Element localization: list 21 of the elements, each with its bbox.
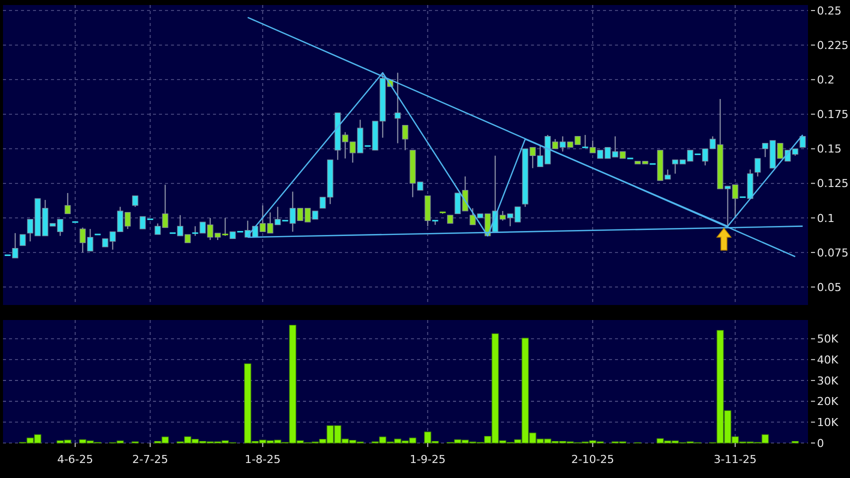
y-tick-label: 0.125 [817,177,848,190]
y-tick-label: 0.25 [817,4,842,18]
x-tick-label: 2-10-25 [571,453,614,466]
y-tick-label: 30K [817,374,839,388]
y-tick-label: 0.225 [817,38,848,52]
y-tick-label: 10K [817,416,839,430]
x-tick-label: 1-8-25 [244,453,281,466]
x-tick-label: 3-11-25 [714,453,757,466]
y-tick-label: 0.05 [817,280,842,294]
y-tick-label: 50K [817,332,839,346]
y-tick-label: 20K [817,395,839,408]
y-tick-label: 0.075 [817,246,848,260]
x-tick-label: 4-6-25 [57,453,94,466]
y-tick-label: 40K [817,353,839,366]
y-tick-label: 0.2 [817,74,834,87]
x-tick-label: 2-7-25 [132,453,168,466]
y-tick-label: 0.1 [817,212,834,225]
y-tick-label: 0 [817,436,824,450]
y-tick-label: 0.175 [817,108,848,122]
y-tick-label: 0.15 [817,142,842,156]
x-tick-label: 1-9-25 [410,453,446,466]
